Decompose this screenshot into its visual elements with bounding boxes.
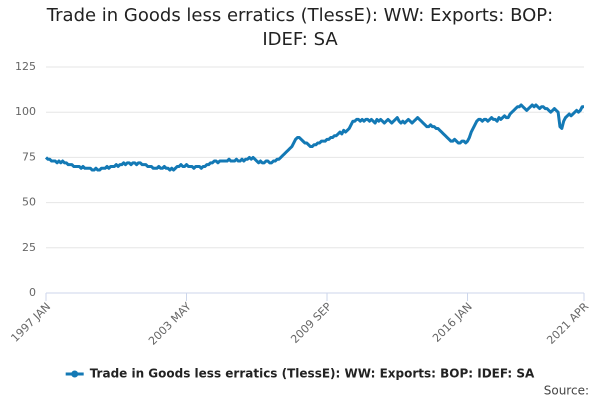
y-tick-label: 125 <box>15 60 36 73</box>
x-tick-label: 2021 APR <box>544 300 591 347</box>
y-tick-label: 100 <box>15 105 36 118</box>
y-tick-label: 75 <box>22 150 36 163</box>
x-tick-label: 2016 JAN <box>430 300 475 345</box>
y-tick-label: 25 <box>22 241 36 254</box>
legend-marker <box>71 370 79 378</box>
legend-label: Trade in Goods less erratics (TlessE): W… <box>90 367 535 381</box>
source: Source: <box>544 384 589 398</box>
y-tick-label: 50 <box>22 196 36 209</box>
x-tick-label: 2009 SEP <box>288 300 334 346</box>
y-tick-label: 0 <box>29 286 36 299</box>
line-series <box>44 103 584 172</box>
x-tick-label: 1997 JAN <box>8 300 53 345</box>
chart-title: Trade in Goods less erratics (TlessE): W… <box>46 5 554 50</box>
x-tick-label: 2003 MAY <box>146 300 194 348</box>
